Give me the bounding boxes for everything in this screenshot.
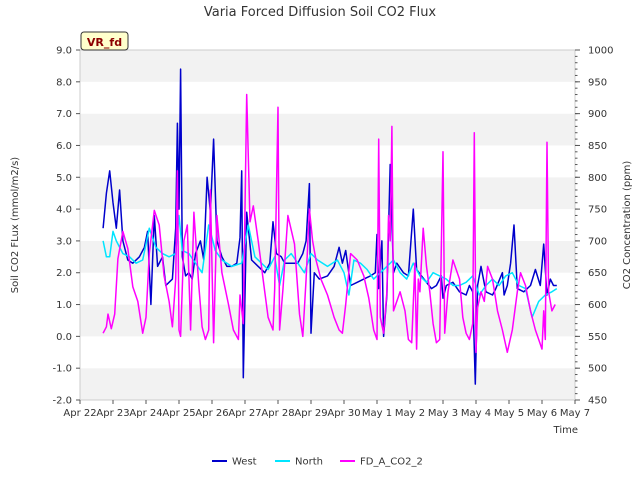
left-tick-label: 0.0 [56, 332, 72, 343]
grid-band [80, 81, 575, 114]
right-tick-label: 550 [588, 332, 607, 343]
x-tick-label: Apr 24 [129, 408, 162, 419]
left-tick-label: -2.0 [52, 396, 72, 407]
series-line-fd-a-co2-2 [102, 93, 556, 354]
right-tick-label: 750 [588, 205, 607, 216]
legend: West North FD_A_CO2_2 [212, 457, 423, 468]
left-tick-label: 3.0 [56, 236, 72, 247]
x-tick-label: Apr 25 [162, 408, 195, 419]
site-badge: VR_fd [80, 31, 129, 51]
left-tick-label: -1.0 [52, 364, 72, 375]
right-tick-label: 650 [588, 268, 607, 279]
right-tick-label: 700 [588, 236, 607, 247]
left-tick-label: 7.0 [56, 109, 72, 120]
left-tick-label: 6.0 [56, 141, 72, 152]
x-tick-label: Apr 26 [195, 408, 228, 419]
grid-band [80, 50, 575, 82]
x-tick-label: May 4 [461, 408, 491, 419]
left-tick-label: 5.0 [56, 173, 72, 184]
right-axis: 450 500 550 600 650 700 750 800 850 900 950 1000 [575, 46, 613, 407]
left-tick-label: 8.0 [56, 77, 72, 88]
right-tick-label: 850 [588, 141, 607, 152]
right-tick-label: 450 [588, 396, 607, 407]
x-tick-label: May 6 [527, 408, 557, 419]
grid-band [80, 209, 575, 241]
site-badge-text: VR_fd [87, 36, 122, 49]
legend-label: North [295, 457, 323, 468]
x-tick-label: Apr 29 [294, 408, 327, 419]
grid-band [80, 240, 575, 273]
left-tick-label: 2.0 [56, 268, 72, 279]
grid-band [80, 304, 575, 337]
series-layer [102, 68, 558, 385]
x-tick-label: May 1 [362, 408, 392, 419]
right-tick-label: 800 [588, 173, 607, 184]
y-axis-label-right: CO2 Concentration (ppm) [622, 161, 633, 290]
x-tick-label: Apr 23 [96, 408, 129, 419]
x-tick-label: Apr 30 [327, 408, 360, 419]
y-axis-label-left: Soil CO2 FLux (mmol/m2/s) [10, 157, 21, 294]
right-tick-label: 900 [588, 109, 607, 120]
right-tick-label: 1000 [588, 46, 613, 57]
x-tick-label: Apr 22 [63, 408, 96, 419]
legend-label: FD_A_CO2_2 [360, 457, 423, 468]
legend-label: West [232, 457, 257, 468]
left-tick-label: 1.0 [56, 300, 72, 311]
x-tick-label: Apr 28 [261, 408, 294, 419]
x-axis: Apr 22 Apr 23 Apr 24 Apr 25 Apr 26 Apr 27 Apr … [63, 400, 590, 419]
x-tick-label: May 2 [395, 408, 425, 419]
right-tick-label: 950 [588, 77, 607, 88]
x-tick-label: May 5 [494, 408, 524, 419]
grid-band [80, 145, 575, 178]
left-tick-label: 4.0 [56, 205, 72, 216]
left-tick-label: 9.0 [56, 46, 72, 57]
grid-band [80, 368, 575, 400]
right-tick-label: 600 [588, 300, 607, 311]
grid-band [80, 177, 575, 210]
series-line-west [102, 68, 557, 385]
grid-band [80, 336, 575, 369]
chart-title: Varia Forced Diffusion Soil CO2 Flux [204, 5, 437, 20]
x-tick-label: May 7 [560, 408, 590, 419]
grid-band [80, 113, 575, 146]
right-tick-label: 500 [588, 364, 607, 375]
x-tick-label: Apr 27 [228, 408, 261, 419]
x-axis-label: Time [553, 425, 578, 436]
plot-frame [79, 49, 576, 401]
left-axis: -2.0 -1.0 0.0 1.0 2.0 3.0 4.0 5.0 6.0 7.0 8.0 9.0 [52, 46, 80, 407]
x-tick-label: May 3 [428, 408, 458, 419]
